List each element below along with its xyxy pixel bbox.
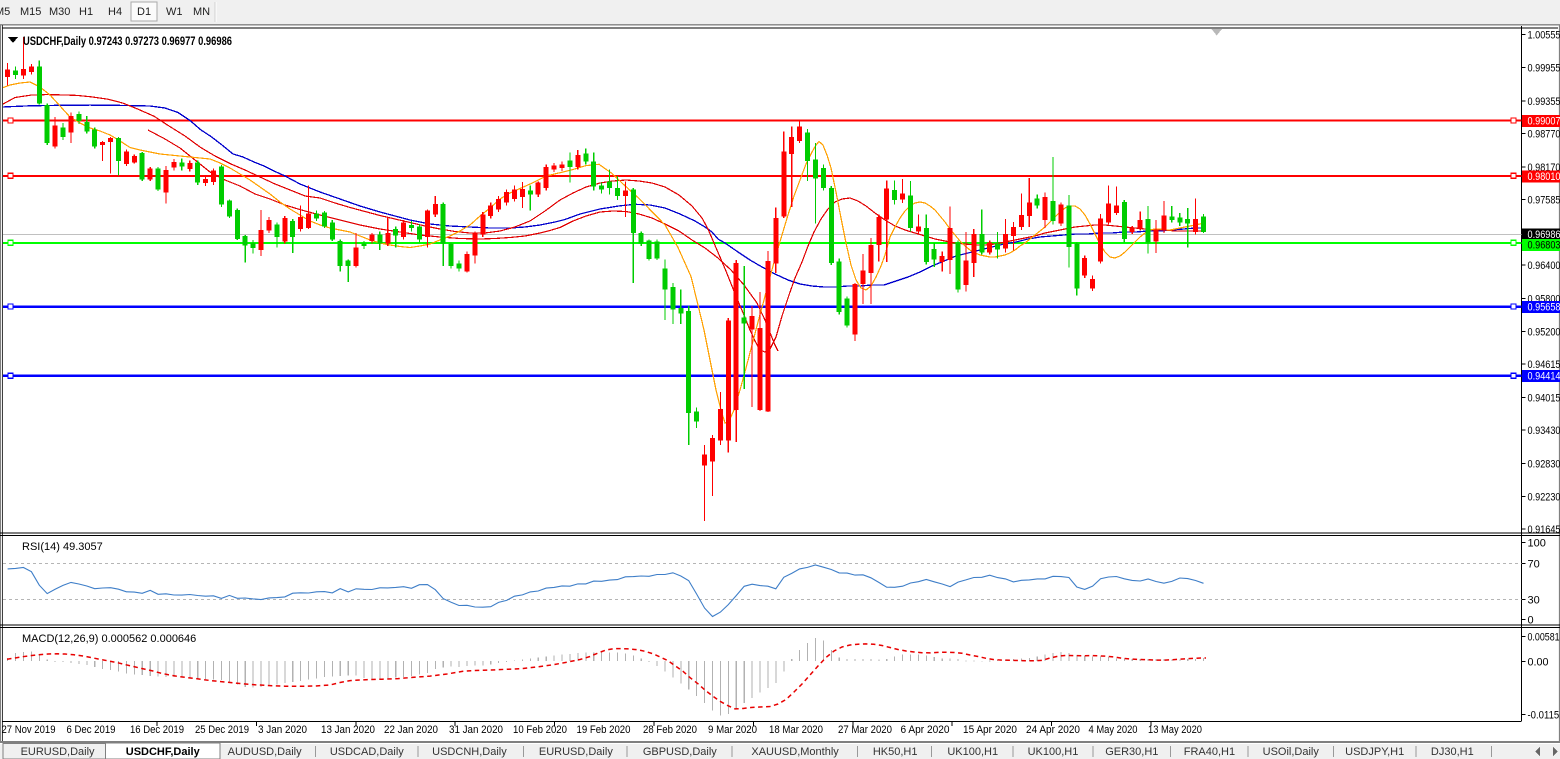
svg-text:DJ30,H1: DJ30,H1	[1431, 746, 1474, 758]
svg-text:10 Feb 2020: 10 Feb 2020	[513, 724, 567, 736]
svg-text:UK100,H1: UK100,H1	[1028, 746, 1079, 758]
svg-text:USDCAD,Daily: USDCAD,Daily	[330, 746, 404, 758]
svg-text:EURUSD,Daily: EURUSD,Daily	[21, 746, 95, 758]
svg-text:100: 100	[1528, 538, 1546, 550]
svg-text:31 Jan 2020: 31 Jan 2020	[449, 724, 503, 736]
svg-text:13 May 2020: 13 May 2020	[1148, 724, 1202, 736]
svg-text:EURUSD,Daily: EURUSD,Daily	[539, 746, 613, 758]
svg-text:0.94615: 0.94615	[1528, 359, 1560, 371]
svg-text:9 Mar 2020: 9 Mar 2020	[708, 724, 757, 736]
svg-text:24 Apr 2020: 24 Apr 2020	[1026, 724, 1080, 736]
svg-text:1.00555: 1.00555	[1528, 29, 1560, 41]
svg-text:0.96803: 0.96803	[1528, 240, 1560, 252]
svg-text:25 Dec 2019: 25 Dec 2019	[195, 724, 249, 736]
svg-text:3 Jan 2020: 3 Jan 2020	[258, 724, 307, 736]
svg-text:HK50,H1: HK50,H1	[873, 746, 918, 758]
svg-text:XAUUSD,Monthly: XAUUSD,Monthly	[751, 746, 839, 758]
svg-text:0.95658: 0.95658	[1528, 302, 1560, 314]
svg-text:USDJPY,H1: USDJPY,H1	[1345, 746, 1404, 758]
svg-text:0.92830: 0.92830	[1528, 458, 1560, 470]
svg-text:0.93430: 0.93430	[1528, 425, 1560, 437]
svg-text:15 Apr 2020: 15 Apr 2020	[963, 724, 1017, 736]
svg-text:GER30,H1: GER30,H1	[1105, 746, 1158, 758]
svg-text:13 Jan 2020: 13 Jan 2020	[321, 724, 375, 736]
svg-text:D1: D1	[137, 6, 151, 18]
svg-text:GBPUSD,Daily: GBPUSD,Daily	[643, 746, 717, 758]
svg-text:0.95200: 0.95200	[1528, 327, 1560, 339]
svg-text:USDCHF,Daily 0.97243 0.97273: USDCHF,Daily 0.97243 0.97273 0.96977 0.9…	[23, 36, 232, 48]
svg-text:W1: W1	[166, 6, 183, 18]
svg-text:6 Dec 2019: 6 Dec 2019	[67, 724, 116, 736]
svg-text:H1: H1	[79, 6, 93, 18]
svg-text:UK100,H1: UK100,H1	[947, 746, 998, 758]
svg-text:RSI(14) 49.3057: RSI(14) 49.3057	[22, 541, 103, 553]
svg-text:0.97585: 0.97585	[1528, 194, 1560, 206]
svg-text:0.005818: 0.005818	[1528, 632, 1560, 644]
svg-text:0.91645: 0.91645	[1528, 524, 1560, 536]
svg-text:-0.01151: -0.01151	[1528, 710, 1560, 722]
svg-text:19 Feb 2020: 19 Feb 2020	[577, 724, 631, 736]
svg-text:0.96986: 0.96986	[1528, 229, 1560, 241]
svg-text:0.92230: 0.92230	[1528, 492, 1560, 504]
svg-text:0.00: 0.00	[1528, 657, 1549, 669]
svg-text:0: 0	[1528, 615, 1534, 627]
svg-text:18 Mar 2020: 18 Mar 2020	[769, 724, 823, 736]
svg-text:27 Mar 2020: 27 Mar 2020	[838, 724, 892, 736]
svg-text:M15: M15	[20, 6, 41, 18]
svg-text:6 Apr 2020: 6 Apr 2020	[901, 724, 950, 736]
svg-text:70: 70	[1528, 559, 1540, 571]
svg-text:AUDUSD,Daily: AUDUSD,Daily	[228, 746, 302, 758]
svg-text:USOil,Daily: USOil,Daily	[1263, 746, 1320, 758]
svg-text:0.99007: 0.99007	[1528, 115, 1560, 127]
svg-text:16 Dec 2019: 16 Dec 2019	[130, 724, 184, 736]
svg-text:22 Jan 2020: 22 Jan 2020	[384, 724, 438, 736]
svg-text:M30: M30	[49, 6, 70, 18]
svg-text:0.99355: 0.99355	[1528, 96, 1560, 108]
svg-text:27 Nov 2019: 27 Nov 2019	[2, 724, 56, 736]
svg-text:0.94414: 0.94414	[1528, 371, 1560, 383]
svg-text:USDCHF,Daily: USDCHF,Daily	[126, 746, 201, 758]
svg-text:0.99955: 0.99955	[1528, 63, 1560, 75]
svg-text:H4: H4	[108, 6, 122, 18]
svg-text:4 May 2020: 4 May 2020	[1089, 724, 1138, 736]
svg-text:0.98010: 0.98010	[1528, 171, 1560, 183]
svg-text:M5: M5	[0, 6, 10, 18]
svg-text:MACD(12,26,9) 0.000562 0.00064: MACD(12,26,9) 0.000562 0.000646	[22, 633, 196, 645]
svg-text:28 Feb 2020: 28 Feb 2020	[643, 724, 697, 736]
svg-text:0.96400: 0.96400	[1528, 260, 1560, 272]
svg-text:FRA40,H1: FRA40,H1	[1184, 746, 1235, 758]
svg-text:0.98770: 0.98770	[1528, 129, 1560, 141]
svg-text:USDCNH,Daily: USDCNH,Daily	[432, 746, 507, 758]
svg-text:MN: MN	[193, 6, 210, 18]
svg-text:30: 30	[1528, 595, 1540, 607]
svg-text:0.94015: 0.94015	[1528, 393, 1560, 405]
